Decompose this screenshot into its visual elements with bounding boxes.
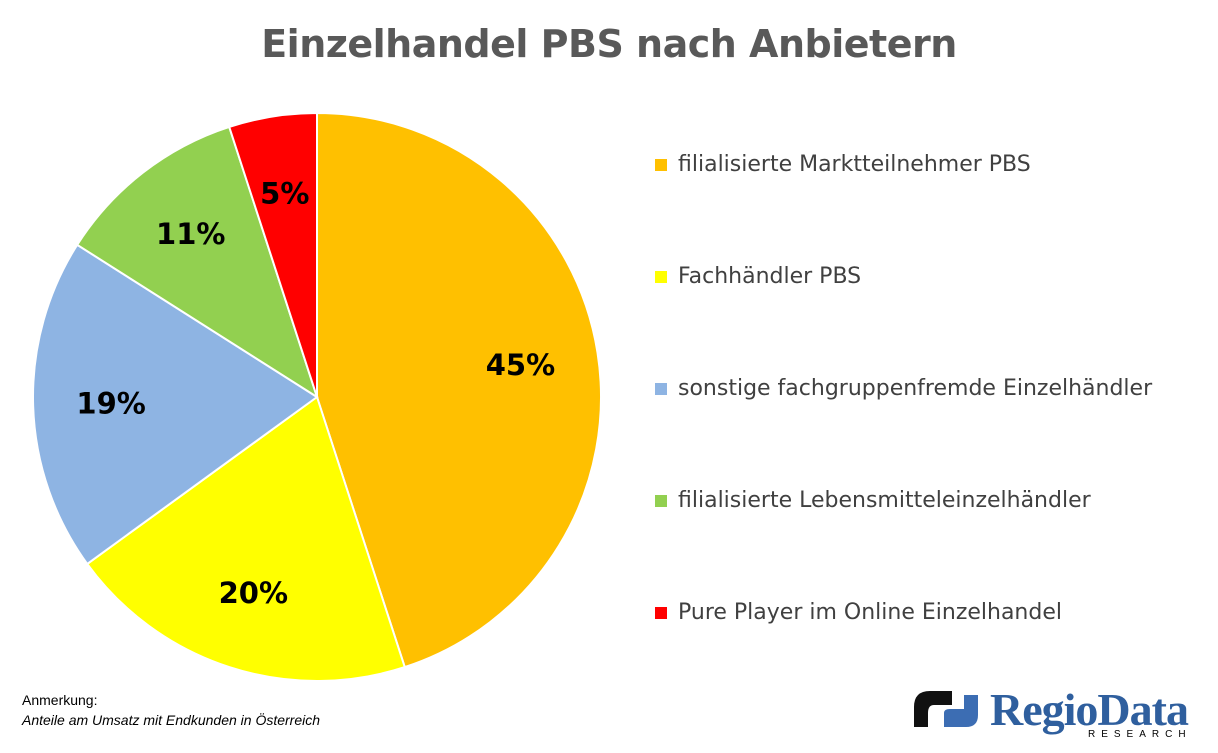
regiodata-logo: RegioData RESEARCH	[912, 684, 1206, 743]
pie-slice	[316, 111, 602, 669]
legend-label: sonstige fachgruppenfremde Einzelhändler	[678, 376, 1153, 401]
legend-swatch	[655, 606, 667, 619]
legend-label: filialisierte Marktteilnehmer PBS	[678, 152, 1031, 177]
legend-item: sonstige fachgruppenfremde Einzelhändler	[655, 376, 1152, 401]
legend-item: Pure Player im Online Einzelhandel	[655, 600, 1062, 625]
slice-label: 45%	[486, 348, 555, 382]
pie-slice	[85, 395, 407, 682]
legend-swatch	[655, 158, 667, 171]
slice-label: 5%	[260, 177, 309, 211]
slice-label: 19%	[76, 386, 145, 420]
legend-swatch	[655, 382, 667, 395]
legend-label: Pure Player im Online Einzelhandel	[678, 600, 1062, 625]
footnote-body: Anteile am Umsatz mit Endkunden in Öster…	[22, 712, 321, 728]
footnote: Anmerkung: Anteile am Umsatz mit Endkund…	[22, 690, 320, 730]
legend-swatch	[655, 270, 667, 283]
legend-item: Fachhändler PBS	[655, 264, 861, 289]
pie-slice	[227, 111, 318, 398]
logo-subtext: RESEARCH	[1088, 729, 1192, 740]
legend-item: filialisierte Marktteilnehmer PBS	[655, 152, 1031, 177]
legend-swatch	[655, 494, 667, 507]
slice-label: 20%	[219, 576, 288, 610]
legend-label: Fachhändler PBS	[678, 264, 862, 289]
slice-label: 11%	[156, 217, 225, 251]
logo-text: RegioData	[990, 684, 1189, 735]
legend-label: filialisierte Lebensmitteleinzelhändler	[678, 488, 1091, 513]
footnote-heading: Anmerkung:	[22, 692, 98, 708]
legend-item: filialisierte Lebensmitteleinzelhändler	[655, 488, 1091, 513]
chart-title: Einzelhandel PBS nach Anbietern	[261, 22, 957, 66]
pie-slice	[75, 125, 319, 400]
regiodata-logo-icon	[914, 691, 978, 727]
pie-slice	[32, 243, 319, 566]
